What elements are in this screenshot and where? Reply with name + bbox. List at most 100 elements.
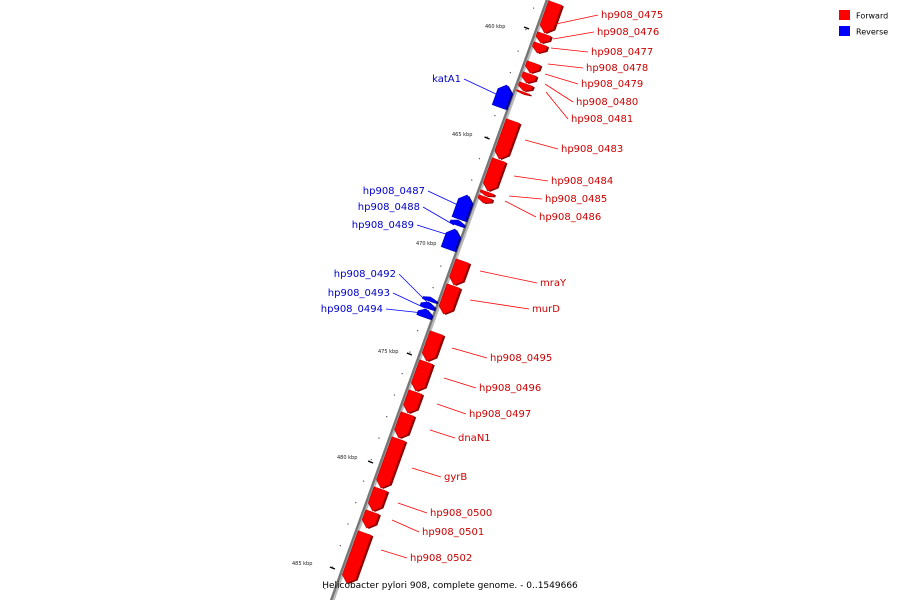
scale-tick-label: 485 kbp — [292, 561, 312, 567]
gene-glyph-hp908_0487[interactable] — [451, 194, 474, 223]
scale-tick-label: 475 kbp — [378, 349, 398, 355]
gene-glyph-hp908_0501[interactable] — [361, 509, 381, 529]
legend-reverse-label: Reverse — [856, 28, 888, 37]
gene-label-hp908_0475[interactable]: hp908_0475 — [601, 10, 663, 21]
gene-glyph-dnaN1[interactable] — [394, 411, 417, 439]
scale-minor-tick — [517, 50, 519, 52]
gene-label-hp908_0483[interactable]: hp908_0483 — [561, 144, 623, 155]
gene-leader-line — [380, 549, 408, 559]
scale-minor-tick — [378, 437, 380, 439]
gene-glyph-hp908_0476[interactable] — [535, 31, 553, 44]
gene-leader-line — [397, 502, 428, 514]
gene-label-hp908_0488[interactable]: hp908_0488 — [358, 202, 420, 213]
gene-body — [342, 530, 372, 584]
scale-minor-tick — [370, 459, 372, 461]
scale-minor-tick — [417, 330, 419, 332]
gene-glyph-mraY[interactable] — [449, 258, 472, 286]
gene-label-hp908_0495[interactable]: hp908_0495 — [490, 353, 552, 364]
gene-label-hp908_0477[interactable]: hp908_0477 — [591, 47, 653, 58]
gene-leader-line — [436, 403, 467, 415]
gene-glyph-hp908_0484[interactable] — [482, 157, 508, 192]
gene-label-katA1[interactable]: katA1 — [432, 74, 461, 85]
gene-label-hp908_0481[interactable]: hp908_0481 — [571, 114, 633, 125]
gene-glyph-hp908_0502[interactable] — [342, 530, 374, 584]
gene-body — [451, 194, 472, 222]
gene-label-hp908_0502[interactable]: hp908_0502 — [410, 553, 472, 564]
gene-layer — [342, 0, 564, 584]
gene-label-hp908_0486[interactable]: hp908_0486 — [539, 212, 601, 223]
gene-glyph-hp908_0497[interactable] — [403, 389, 425, 414]
scale-minor-tick — [339, 545, 341, 547]
gene-leader-line — [545, 91, 569, 120]
gene-label-hp908_0493[interactable]: hp908_0493 — [328, 288, 390, 299]
gene-leader-line — [547, 63, 584, 69]
gene-body — [440, 228, 460, 252]
gene-glyph-hp908_0479[interactable] — [521, 71, 539, 84]
gene-body — [479, 189, 495, 197]
scale-minor-tick — [332, 566, 334, 568]
gene-label-mraY[interactable]: mraY — [540, 278, 567, 289]
gene-body — [491, 84, 512, 110]
gene-label-hp908_0478[interactable]: hp908_0478 — [586, 63, 648, 74]
gene-glyph-gyrB[interactable] — [376, 436, 408, 489]
gene-label-hp908_0501[interactable]: hp908_0501 — [422, 527, 484, 538]
legend-forward-swatch — [839, 10, 850, 20]
gene-glyph-hp908_0500[interactable] — [367, 486, 390, 512]
gene-label-hp908_0479[interactable]: hp908_0479 — [581, 79, 643, 90]
gene-glyph-murD[interactable] — [438, 283, 463, 315]
gene-glyph-hp908_0478[interactable] — [525, 60, 543, 74]
scale-tick-label: 470 kbp — [416, 241, 436, 247]
gene-leader-line — [443, 377, 477, 389]
gene-leader-line — [391, 519, 420, 533]
gene-glyph-hp908_0495[interactable] — [421, 330, 446, 362]
scale-major-tick — [484, 136, 490, 140]
gene-label-hp908_0484[interactable]: hp908_0484 — [551, 176, 613, 187]
gene-label-hp908_0496[interactable]: hp908_0496 — [479, 383, 541, 394]
scale-minor-tick — [324, 588, 326, 590]
gene-glyph-hp908_0477[interactable] — [532, 41, 550, 54]
gene-label-hp908_0500[interactable]: hp908_0500 — [430, 508, 492, 519]
gene-label-murD[interactable]: murD — [532, 304, 560, 315]
gene-glyph-hp908_0494[interactable] — [416, 308, 434, 321]
gene-leader-line — [555, 14, 599, 25]
gene-label-dnaN1[interactable]: dnaN1 — [458, 433, 491, 444]
scale-minor-tick — [494, 115, 496, 117]
gene-glyph-hp908_0475[interactable] — [539, 0, 564, 34]
gene-label-hp908_0492[interactable]: hp908_0492 — [334, 269, 396, 280]
gene-label-hp908_0480[interactable]: hp908_0480 — [576, 97, 638, 108]
scale-minor-tick — [347, 523, 349, 525]
gene-body — [516, 89, 531, 96]
scale-major-tick — [367, 460, 374, 464]
gene-glyph-hp908_0496[interactable] — [411, 359, 435, 392]
gene-glyph-hp908_0485[interactable] — [479, 189, 496, 198]
gene-leader-line — [550, 47, 589, 53]
gene-leader-line — [544, 73, 579, 85]
gene-leader-line — [416, 224, 453, 237]
gene-glyph-hp908_0489[interactable] — [440, 228, 462, 253]
gene-label-hp908_0485[interactable]: hp908_0485 — [545, 194, 607, 205]
gene-glyph-hp908_0486[interactable] — [477, 194, 495, 204]
gene-label-hp908_0476[interactable]: hp908_0476 — [597, 27, 659, 38]
gene-leader-line — [411, 467, 442, 478]
gene-leader-line — [513, 175, 549, 182]
gene-label-hp908_0489[interactable]: hp908_0489 — [352, 220, 414, 231]
scale-minor-tick — [440, 265, 442, 267]
gene-leader-line — [427, 190, 461, 207]
gene-glyph-hp908_0483[interactable] — [494, 118, 522, 160]
legend-reverse-swatch — [839, 26, 850, 36]
scale-minor-tick — [509, 72, 511, 74]
gene-label-gyrB[interactable]: gyrB — [444, 472, 467, 483]
map-caption: Helicobacter pylori 908, complete genome… — [322, 581, 578, 591]
gene-label-hp908_0494[interactable]: hp908_0494 — [321, 304, 383, 315]
gene-leader-line — [429, 429, 456, 439]
gene-leader-line — [463, 78, 497, 95]
gene-label-hp908_0497[interactable]: hp908_0497 — [469, 409, 531, 420]
gene-glyph-hp908_0481[interactable] — [516, 89, 532, 97]
gene-glyph-katA1[interactable] — [491, 84, 514, 111]
scale-major-tick — [329, 566, 336, 570]
gene-glyph-hp908_0480[interactable] — [517, 81, 535, 92]
scale-major-tick — [406, 352, 413, 356]
gene-label-hp908_0487[interactable]: hp908_0487 — [363, 186, 425, 197]
leader-line-layer — [380, 14, 599, 559]
